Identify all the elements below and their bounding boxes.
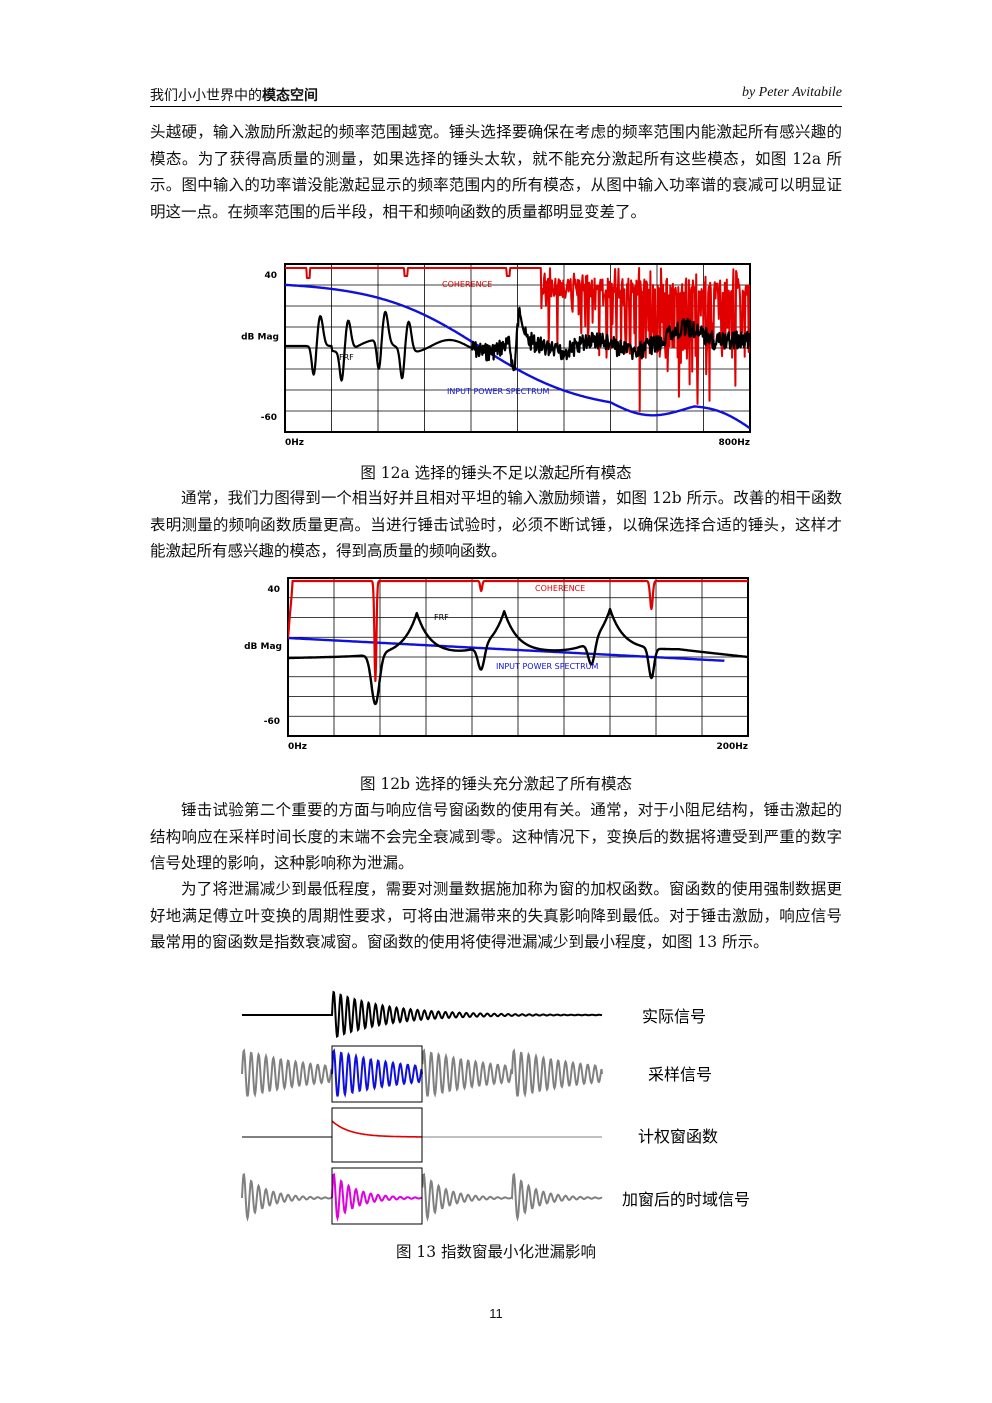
y-tick-top: 40 [264,271,277,281]
series-line-input-power-spectrum [288,636,726,662]
y-axis-label: dB Mag [244,642,282,652]
fig13-label-sampled: 采样信号 [648,1065,712,1084]
fig13-sampled-inside [331,1048,423,1098]
fig13-sampled-outside-left [241,1048,333,1098]
y-tick-bottom: -60 [264,717,280,727]
y-tick-bottom: -60 [261,413,277,423]
fig13-window-function [331,1120,422,1138]
y-axis-label: dB Mag [241,333,279,343]
fig13-label-windowed: 加窗后的时域信号 [622,1190,750,1209]
figure-12b: 40 -60 dB Mag 0Hz 200Hz COHERENCE FRF INPUT POW… [230,572,760,764]
series-line-frf [285,306,750,382]
series-line-frf [288,607,748,706]
fig13-windowed-inside [331,1172,423,1222]
fig13-label-window: 计权窗函数 [638,1127,718,1146]
page-number: 11 [489,1306,503,1321]
series-line-coherence [288,579,748,683]
figure-12a: 40 -60 dB Mag 0Hz 800Hz COHERENCE FRF INPUT POW… [230,258,760,453]
paragraph-3: 锤击试验第二个重要的方面与响应信号窗函数的使用有关。通常，对于小阻尼结构，锤击激… [150,801,842,872]
fig13-windowed-outside-right [421,1172,603,1222]
paragraph-2: 通常，我们力图得到一个相当好并且相对平坦的输入激励频谱，如图 12b 所示。改善… [150,489,842,560]
caption-fig12a: 图 12a 选择的锤头不足以激起所有模态 [360,464,632,482]
figure-13-diagram: 实际信号 采样信号 计权窗函数 加窗后的时域信号 [241,990,750,1225]
series-label-frf: FRF [339,353,354,362]
x-tick-right: 200Hz [716,742,748,752]
fig13-actual-signal [242,990,603,1039]
fig13-window-box-function [331,1107,423,1163]
series-line-coherence [285,267,750,413]
running-header-title: 我们小小世界中的模态空间 [150,88,318,104]
series-label-coherence: COHERENCE [442,280,492,289]
caption-fig12b: 图 12b 选择的锤头充分激起了所有模态 [359,775,632,793]
fig13-label-actual: 实际信号 [642,1007,706,1026]
fig13-window-box-sampled [331,1045,423,1103]
series-label-input-power-spectrum: INPUT POWER SPECTRUM [496,662,598,671]
caption-fig13: 图 13 指数窗最小化泄漏影响 [395,1243,597,1261]
series-label-coherence: COHERENCE [535,584,585,593]
x-tick-left: 0Hz [288,742,307,752]
chart-12b: 40 -60 dB Mag 0Hz 200Hz COHERENCE FRF INPUT POW… [244,577,749,752]
paragraph-1: 头越硬，输入激励所激起的频率范围越宽。锤头选择要确保在考虑的频率范围内能激起所有… [150,123,842,221]
x-tick-right: 800Hz [718,438,750,448]
paragraph-4: 为了将泄漏减少到最低程度，需要对测量数据施加称为窗的加权函数。窗函数的使用强制数… [150,880,842,951]
header-rule [150,106,842,107]
series-label-frf: FRF [434,613,449,622]
chart-12a: 40 -60 dB Mag 0Hz 800Hz COHERENCE FRF INPUT POW… [241,263,751,448]
x-tick-left: 0Hz [285,438,304,448]
series-line-input-power-spectrum [285,283,750,430]
series-label-input-power-spectrum: INPUT POWER SPECTRUM [447,387,549,396]
running-header-author: by Peter Avitabile [741,85,842,100]
y-tick-top: 40 [267,585,280,595]
curves-group [285,267,750,430]
fig13-windowed-outside-left [241,1172,332,1222]
fig13-sampled-outside-right [421,1048,603,1098]
figure-13: 实际信号 采样信号 计权窗函数 加窗后的时域信号 [230,980,790,1230]
curves-group [288,579,748,706]
fig13-window-box-windowed [331,1167,423,1225]
